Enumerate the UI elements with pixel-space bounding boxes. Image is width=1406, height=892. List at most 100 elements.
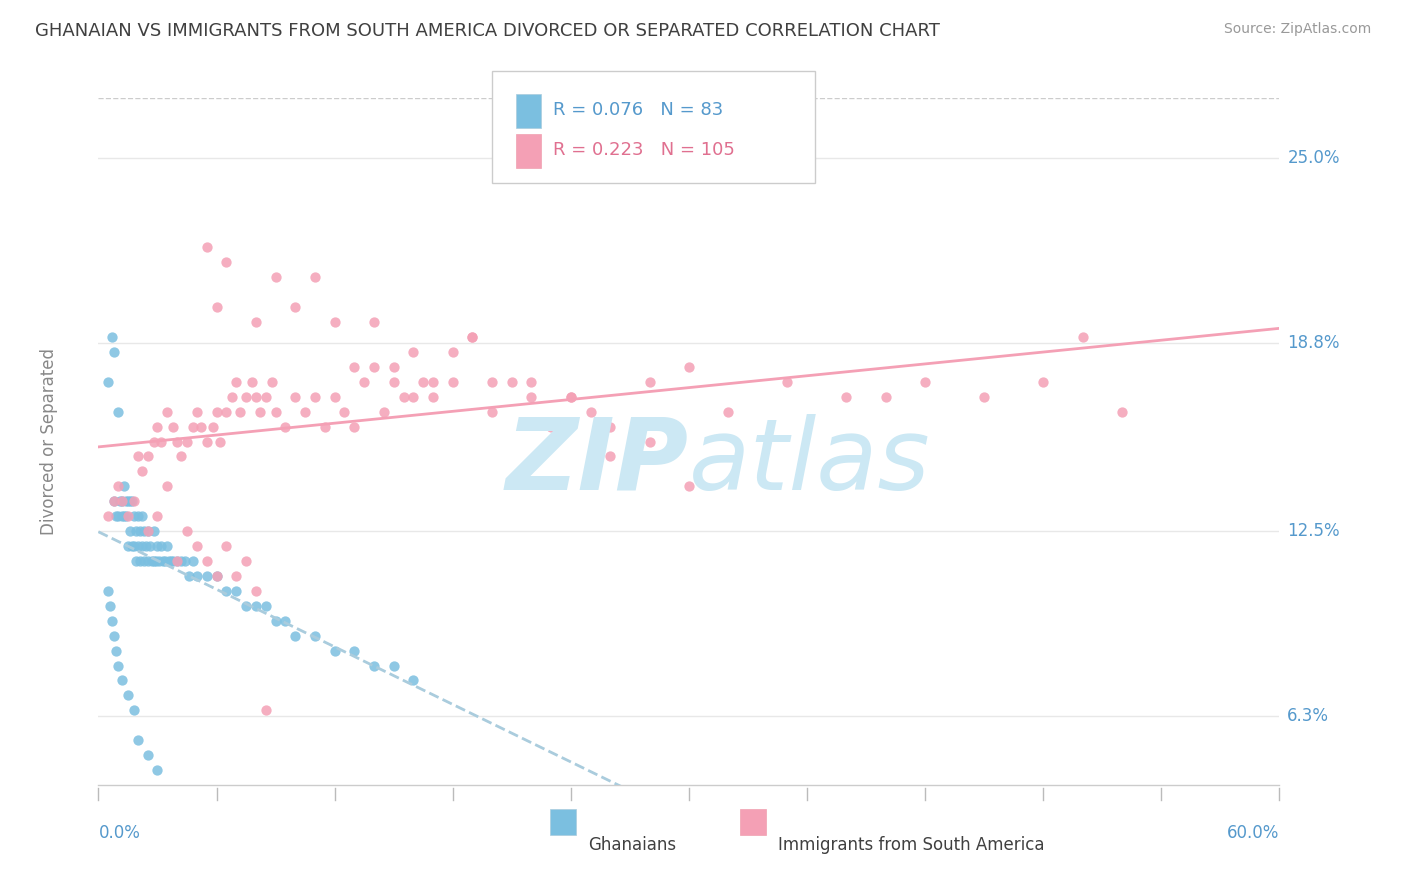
Text: 18.8%: 18.8%: [1288, 334, 1340, 352]
Point: [107, 405, 129, 419]
Point: [402, 345, 425, 359]
Point: [107, 658, 129, 673]
Point: [115, 494, 138, 508]
Point: [176, 434, 198, 449]
Text: ZIP: ZIP: [506, 414, 689, 510]
Point: [136, 450, 159, 464]
Point: [678, 479, 700, 493]
Point: [138, 539, 160, 553]
Point: [215, 405, 238, 419]
Point: [111, 673, 134, 688]
Point: [131, 464, 153, 478]
Point: [201, 419, 224, 434]
Text: 6.3%: 6.3%: [1288, 707, 1329, 725]
Point: [131, 509, 153, 524]
Point: [254, 703, 277, 717]
Point: [520, 375, 543, 389]
Point: [136, 524, 159, 538]
Point: [121, 539, 143, 553]
Point: [461, 330, 484, 344]
Point: [141, 554, 163, 568]
Point: [382, 375, 405, 389]
Point: [343, 419, 366, 434]
Point: [176, 524, 198, 538]
Point: [353, 375, 375, 389]
Point: [136, 554, 159, 568]
Text: GHANAIAN VS IMMIGRANTS FROM SOUTH AMERICA DIVORCED OR SEPARATED CORRELATION CHAR: GHANAIAN VS IMMIGRANTS FROM SOUTH AMERIC…: [35, 22, 941, 40]
Point: [520, 390, 543, 404]
Point: [323, 315, 346, 329]
Bar: [740, 809, 766, 835]
Point: [111, 509, 134, 524]
Point: [186, 405, 208, 419]
Point: [323, 643, 346, 657]
Point: [135, 539, 157, 553]
Point: [560, 390, 582, 404]
Point: [127, 450, 149, 464]
Point: [209, 434, 232, 449]
Point: [97, 375, 120, 389]
Point: [97, 583, 120, 598]
Point: [105, 643, 128, 657]
Point: [323, 390, 346, 404]
Point: [245, 599, 267, 613]
Point: [412, 375, 434, 389]
Point: [225, 583, 247, 598]
Point: [225, 569, 247, 583]
Point: [235, 554, 257, 568]
Point: [254, 599, 277, 613]
Point: [142, 434, 165, 449]
Point: [1032, 375, 1054, 389]
Point: [599, 419, 621, 434]
Point: [560, 390, 582, 404]
Point: [127, 539, 149, 553]
Point: [638, 375, 661, 389]
Point: [150, 539, 173, 553]
Point: [160, 554, 183, 568]
Point: [117, 689, 139, 703]
Point: [235, 390, 257, 404]
Point: [112, 509, 135, 524]
Point: [343, 643, 366, 657]
Point: [264, 614, 287, 628]
Point: [112, 479, 135, 493]
Point: [314, 419, 336, 434]
Point: [142, 554, 165, 568]
Point: [638, 434, 661, 449]
Point: [181, 419, 204, 434]
Point: [461, 330, 484, 344]
Point: [146, 419, 169, 434]
Text: Source: ZipAtlas.com: Source: ZipAtlas.com: [1223, 22, 1371, 37]
Point: [422, 375, 444, 389]
Point: [146, 509, 169, 524]
Point: [105, 509, 128, 524]
Point: [132, 524, 155, 538]
Point: [118, 524, 141, 538]
Point: [108, 494, 131, 508]
Point: [195, 434, 218, 449]
Point: [111, 494, 134, 508]
Point: [264, 405, 287, 419]
Point: [122, 703, 145, 717]
Point: [249, 405, 271, 419]
Point: [152, 554, 174, 568]
Point: [382, 359, 405, 374]
Point: [118, 494, 141, 508]
Point: [264, 270, 287, 285]
Point: [481, 405, 503, 419]
Point: [115, 509, 138, 524]
Point: [190, 419, 212, 434]
Point: [107, 479, 129, 493]
Text: 12.5%: 12.5%: [1288, 522, 1340, 541]
Point: [122, 509, 145, 524]
Point: [103, 629, 125, 643]
Point: [103, 494, 125, 508]
Point: [579, 405, 602, 419]
Point: [235, 599, 257, 613]
Point: [392, 390, 415, 404]
Point: [177, 569, 200, 583]
Point: [501, 375, 523, 389]
Point: [678, 359, 700, 374]
Point: [101, 614, 124, 628]
Point: [103, 345, 125, 359]
